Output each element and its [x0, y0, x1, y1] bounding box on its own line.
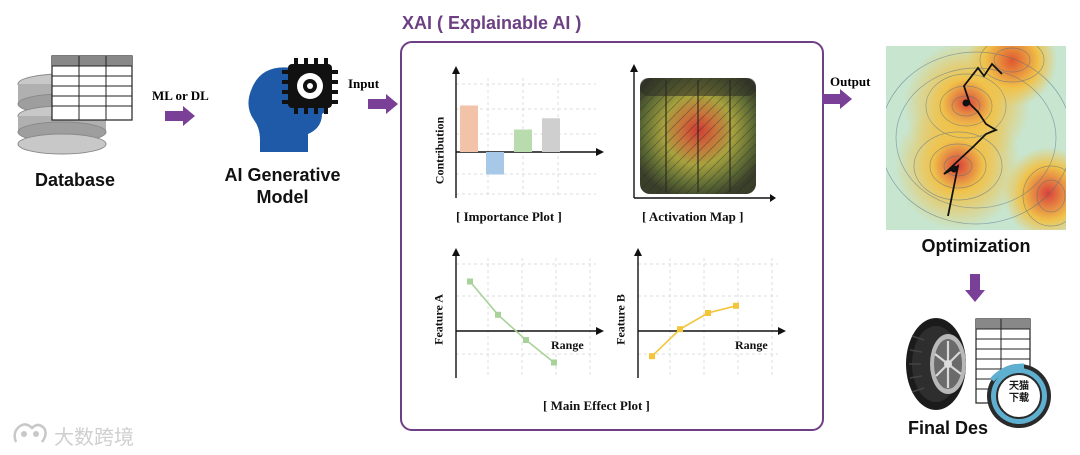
importance-caption: [ Importance Plot ]	[456, 209, 562, 224]
optimization-label: Optimization	[921, 236, 1031, 256]
importance-bar-4	[542, 118, 560, 152]
importance-plot	[428, 64, 608, 206]
arrow-input	[368, 94, 400, 114]
xai-panel	[400, 41, 824, 431]
generative-model-label: AI Generative Model	[200, 164, 365, 208]
watermark-logo-icon	[10, 420, 50, 451]
range-label-a: Range	[551, 338, 584, 352]
ai-head-chip-icon	[230, 54, 340, 158]
feature-a-point-3	[523, 337, 529, 343]
importance-bar-2	[486, 152, 504, 175]
generative-model-label-line2: Model	[256, 187, 309, 207]
output-label: Output	[830, 74, 871, 89]
importance-ylabel: Contribution	[432, 116, 447, 185]
feature-b-line	[651, 305, 737, 357]
feature-a-point-2	[495, 311, 501, 318]
database-icon	[14, 52, 139, 162]
tire-icon	[904, 316, 974, 412]
feature-b-point-4	[733, 302, 739, 309]
importance-bar-3	[514, 129, 532, 152]
arrow-down	[965, 274, 985, 304]
feature-a-point-4	[551, 359, 557, 366]
feature-b-point-2	[677, 326, 683, 333]
badge-text-line2: 下载	[1009, 393, 1029, 404]
feature-b-plot	[612, 248, 792, 382]
xai-title: XAI ( Explainable AI )	[402, 13, 582, 33]
optimization-contour-map	[879, 37, 1080, 230]
feature-b-point-3	[705, 310, 711, 316]
activation-map	[626, 64, 776, 206]
arrow-output	[822, 89, 854, 109]
activation-caption: [ Activation Map ]	[642, 209, 744, 224]
feature-a-point-1	[467, 278, 473, 285]
range-label-b: Range	[735, 338, 768, 352]
feature-b-label: Feature B	[613, 294, 628, 345]
badge-text: 天猫 下载	[1004, 381, 1034, 405]
input-label: Input	[348, 76, 380, 91]
arrow-ml-dl	[165, 106, 197, 126]
feature-a-line	[469, 280, 555, 364]
main-effect-caption: [ Main Effect Plot ]	[543, 398, 650, 413]
importance-plot-svg	[452, 66, 604, 198]
generative-model-label-line1: AI Generative	[224, 165, 341, 185]
feature-a-label: Feature A	[431, 294, 446, 345]
importance-bar-1	[460, 105, 478, 152]
badge-text-line1: 天猫	[1009, 381, 1029, 392]
feature-a-plot	[430, 248, 610, 382]
badge-icon	[984, 360, 1054, 432]
database-label: Database	[34, 170, 116, 190]
watermark-text: 大数跨境	[54, 425, 134, 449]
final-design-label: Final Des	[908, 418, 989, 438]
ml-dl-label: ML or DL	[152, 88, 209, 103]
feature-b-point-1	[649, 353, 655, 360]
